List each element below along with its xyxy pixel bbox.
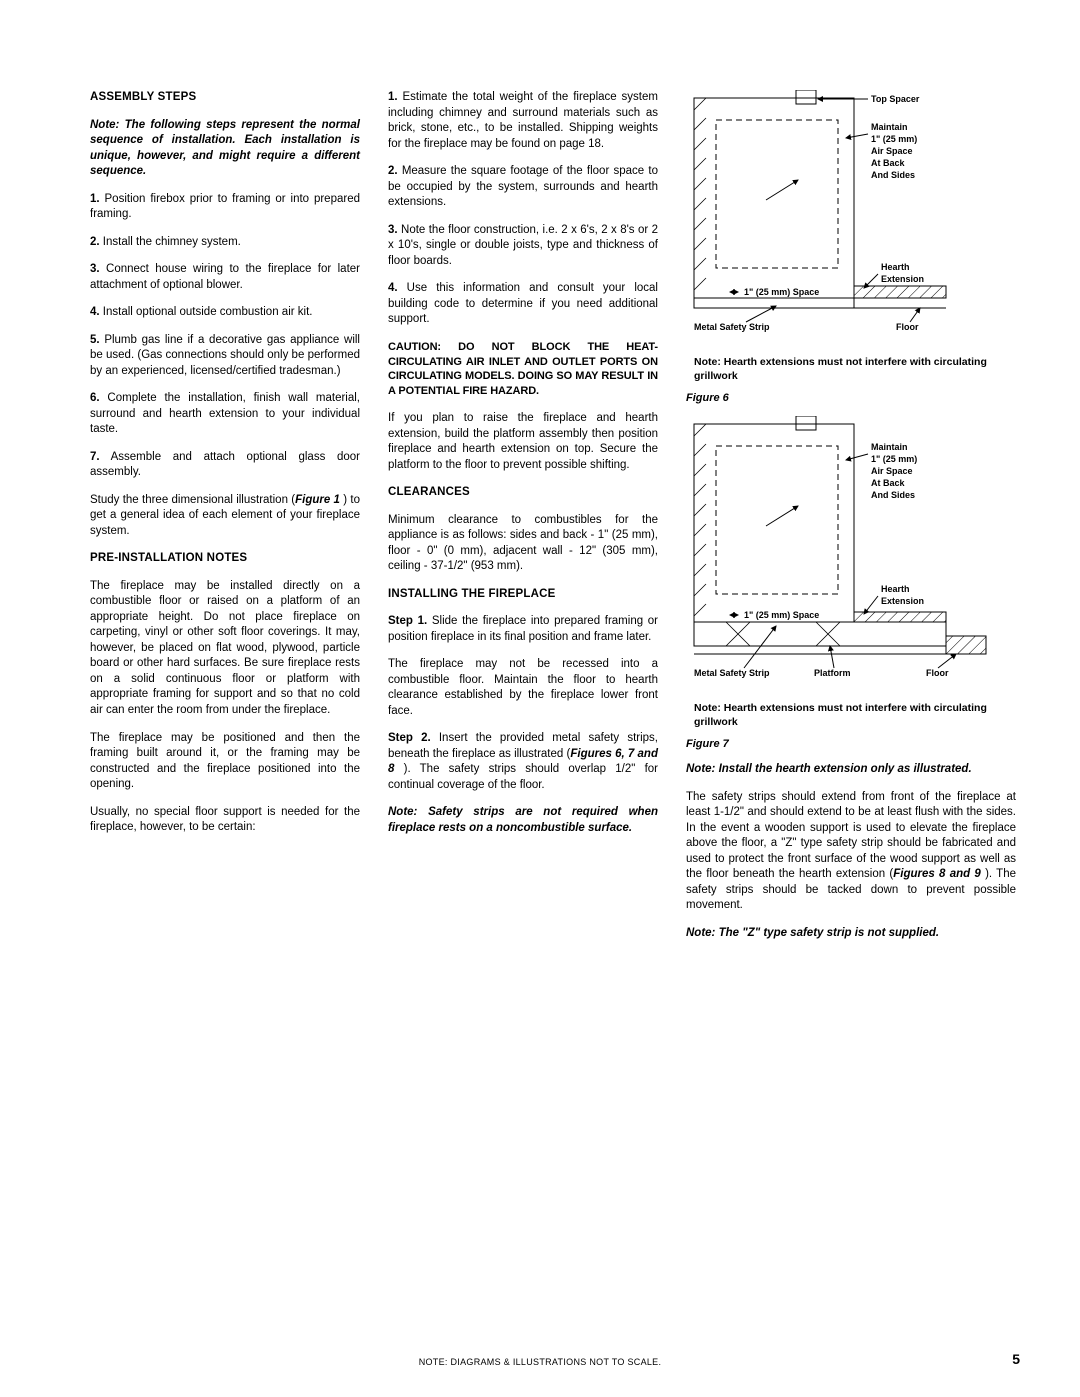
lbl-platform: Platform <box>814 668 851 678</box>
lbl-hearth2-7: Extension <box>881 596 924 606</box>
lbl-air2-7: Air Space <box>871 466 913 476</box>
step-text: Install optional outside combustion air … <box>103 306 313 318</box>
c2-step-4: 4. Use this information and consult your… <box>388 281 658 328</box>
lbl-space: 1" (25 mm) Space <box>744 287 819 297</box>
step-text: Note the floor construction, i.e. 2 x 6'… <box>388 224 658 267</box>
install-note: Note: Install the hearth extension only … <box>686 762 1016 778</box>
lbl-air1: 1" (25 mm) <box>871 134 917 144</box>
fig7-svg: Maintain 1" (25 mm) Air Space At Back An… <box>686 416 1016 696</box>
page-columns: ASSEMBLY STEPS Note: The following steps… <box>90 90 1020 953</box>
study-ref: Figure 1 <box>295 494 340 506</box>
fig7-caption: Figure 7 <box>686 737 1016 752</box>
footer-note: NOTE: DIAGRAMS & ILLUSTRATIONS NOT TO SC… <box>0 1357 1080 1367</box>
step-text: Connect house wiring to the fireplace fo… <box>90 263 360 291</box>
step-num: 4. <box>388 282 398 294</box>
step-5: 5. Plumb gas line if a decorative gas ap… <box>90 333 360 380</box>
figure-7-diagram: Maintain 1" (25 mm) Air Space At Back An… <box>686 416 1016 696</box>
step-num: 3. <box>90 263 100 275</box>
lbl-metal: Metal Safety Strip <box>694 322 770 332</box>
step-text: Plumb gas line if a decorative gas appli… <box>90 334 360 377</box>
step-text: Complete the installation, finish wall m… <box>90 392 360 435</box>
lbl-space-7: 1" (25 mm) Space <box>744 610 819 620</box>
safety-ref: Figures 8 and 9 <box>893 868 981 880</box>
lbl-hearth1-7: Hearth <box>881 584 910 594</box>
lbl-air1-7: 1" (25 mm) <box>871 454 917 464</box>
figure-6-diagram: Top Spacer Maintain 1" (25 mm) Air Space… <box>686 90 1016 350</box>
step-4: 4. Install optional outside combustion a… <box>90 305 360 321</box>
lbl-maintain: Maintain <box>871 122 908 132</box>
column-1: ASSEMBLY STEPS Note: The following steps… <box>90 90 360 953</box>
step-2: 2. Install the chimney system. <box>90 235 360 251</box>
lbl-air4: And Sides <box>871 170 915 180</box>
heading-preinstall: PRE-INSTALLATION NOTES <box>90 551 360 567</box>
step-text: Install the chimney system. <box>103 236 241 248</box>
column-3: Top Spacer Maintain 1" (25 mm) Air Space… <box>686 90 1016 953</box>
lbl-air3: At Back <box>871 158 906 168</box>
c2-step-2: 2. Measure the square footage of the flo… <box>388 164 658 211</box>
z-note: Note: The "Z" type safety strip is not s… <box>686 926 1016 942</box>
preinstall-p2: The fireplace may be positioned and then… <box>90 731 360 793</box>
lbl-metal-7: Metal Safety Strip <box>694 668 770 678</box>
lbl-floor: Floor <box>896 322 919 332</box>
fig6-note: Note: Hearth extensions must not interfe… <box>686 356 1016 383</box>
step-text: Position firebox prior to framing or int… <box>90 193 360 221</box>
preinstall-p1: The fireplace may be installed directly … <box>90 579 360 719</box>
step-num: 3. <box>388 224 398 236</box>
safety-paragraph: The safety strips should extend from fro… <box>686 790 1016 914</box>
step-6: 6. Complete the installation, finish wal… <box>90 391 360 438</box>
step-num: 1. <box>90 193 100 205</box>
step2-label: Step 2. <box>388 732 431 744</box>
step-num: 5. <box>90 334 100 346</box>
install-step-2: Step 2. Insert the provided metal safety… <box>388 731 658 793</box>
step-num: 1. <box>388 91 398 103</box>
step-7: 7. Assemble and attach optional glass do… <box>90 450 360 481</box>
preinstall-p3: Usually, no special floor support is nee… <box>90 805 360 836</box>
lbl-hearth2: Extension <box>881 274 924 284</box>
column-2: 1. Estimate the total weight of the fire… <box>388 90 658 953</box>
study-pre: Study the three dimensional illustration… <box>90 494 295 506</box>
step1-label: Step 1. <box>388 615 427 627</box>
caution-block: CAUTION: DO NOT BLOCK THE HEAT-CIRCULATI… <box>388 340 658 399</box>
fig6-svg: Top Spacer Maintain 1" (25 mm) Air Space… <box>686 90 1016 350</box>
step-num: 4. <box>90 306 100 318</box>
heading-installing: INSTALLING THE FIREPLACE <box>388 587 658 603</box>
step-text: Measure the square footage of the floor … <box>388 165 658 208</box>
lbl-air2: Air Space <box>871 146 913 156</box>
step-text: Use this information and consult your lo… <box>388 282 658 325</box>
step1-text: Slide the fireplace into prepared framin… <box>388 615 658 643</box>
recess-paragraph: The fireplace may not be recessed into a… <box>388 657 658 719</box>
step-text: Assemble and attach optional glass door … <box>90 451 360 479</box>
step-num: 7. <box>90 451 100 463</box>
c2-step-1: 1. Estimate the total weight of the fire… <box>388 90 658 152</box>
lbl-top-spacer: Top Spacer <box>871 94 920 104</box>
study-paragraph: Study the three dimensional illustration… <box>90 493 360 540</box>
step2-text-c: ). The safety strips should overlap 1/2"… <box>388 763 658 791</box>
lbl-air3-7: At Back <box>871 478 906 488</box>
step-num: 6. <box>90 392 100 404</box>
step-num: 2. <box>388 165 398 177</box>
c2-step-3: 3. Note the floor construction, i.e. 2 x… <box>388 223 658 270</box>
step-3: 3. Connect house wiring to the fireplace… <box>90 262 360 293</box>
lbl-maintain-7: Maintain <box>871 442 908 452</box>
step-1: 1. Position firebox prior to framing or … <box>90 192 360 223</box>
fig7-note: Note: Hearth extensions must not interfe… <box>686 702 1016 729</box>
lbl-air4-7: And Sides <box>871 490 915 500</box>
fig6-caption: Figure 6 <box>686 391 1016 406</box>
install-step-1: Step 1. Slide the fireplace into prepare… <box>388 614 658 645</box>
step-text: Estimate the total weight of the firepla… <box>388 91 658 150</box>
lbl-hearth1: Hearth <box>881 262 910 272</box>
raise-paragraph: If you plan to raise the fireplace and h… <box>388 411 658 473</box>
heading-clearances: CLEARANCES <box>388 485 658 501</box>
page-number: 5 <box>1012 1351 1020 1367</box>
lbl-floor-7: Floor <box>926 668 949 678</box>
safety-text-1: The safety strips should extend from fro… <box>686 791 1016 881</box>
heading-assembly: ASSEMBLY STEPS <box>90 90 360 106</box>
clearances-text: Minimum clearance to combustibles for th… <box>388 513 658 575</box>
step-num: 2. <box>90 236 100 248</box>
note-sequence: Note: The following steps represent the … <box>90 118 360 180</box>
note-safety-strips: Note: Safety strips are not required whe… <box>388 805 658 836</box>
